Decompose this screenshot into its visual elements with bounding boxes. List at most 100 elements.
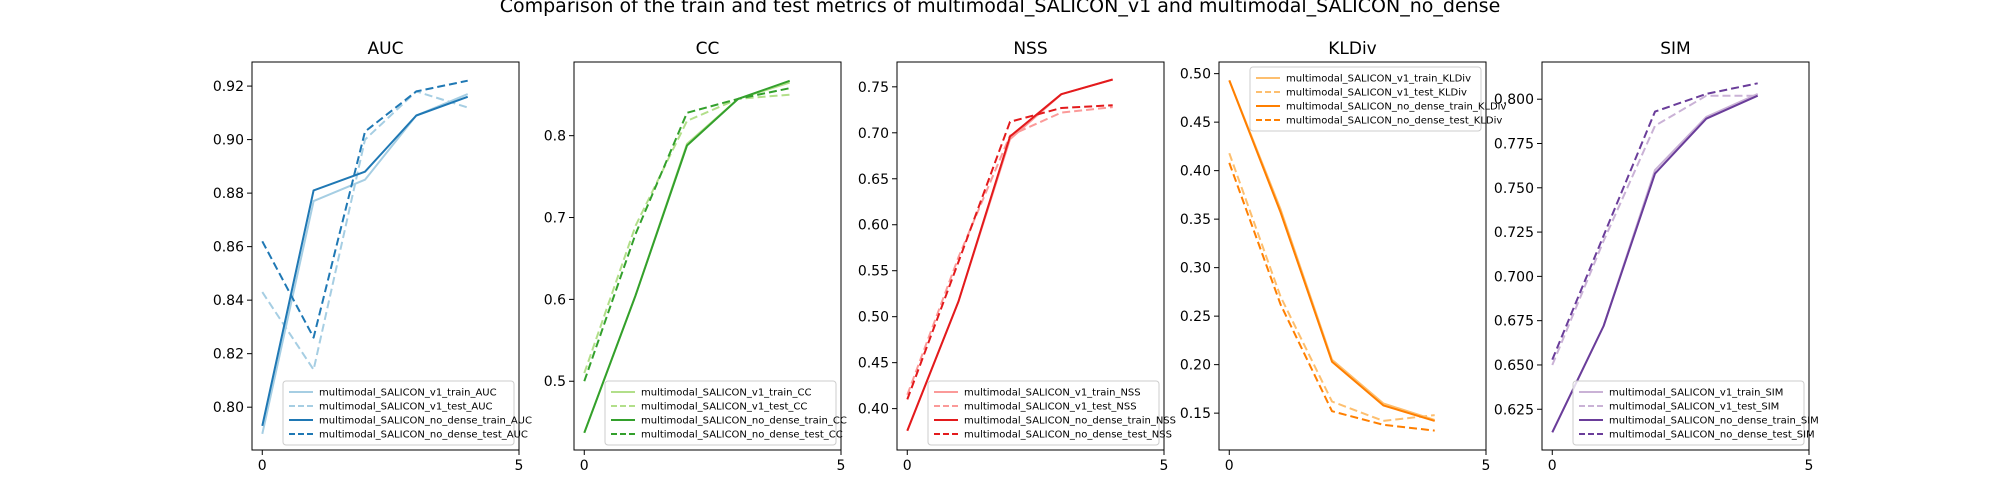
- subplot-sim: SIM 0.625 0.650 0.675 0.700 0.725 0.750 0.775 0.…: [1494, 39, 1819, 474]
- series-line: [583, 87, 790, 382]
- y-tick-label: 0.15: [1180, 406, 1211, 422]
- legend-label: multimodal_SALICON_no_dense_test_KLDiv: [1286, 116, 1502, 127]
- y-tick-label: 0.725: [1494, 225, 1534, 241]
- x-tick-label: 0: [258, 458, 267, 474]
- x-tick-label: 5: [1160, 458, 1169, 474]
- y-tick-label: 0.80: [213, 400, 244, 416]
- legend-label: multimodal_SALICON_no_dense_test_NSS: [964, 430, 1172, 441]
- series-line: [1551, 94, 1759, 433]
- y-tick-label: 0.60: [858, 218, 889, 234]
- subplot-title: SIM: [1660, 39, 1690, 59]
- series-line: [1228, 162, 1435, 432]
- y-tick-label: 0.82: [213, 347, 244, 363]
- legend-label: multimodal_SALICON_no_dense_test_AUC: [319, 430, 528, 441]
- y-tick-label: 0.75: [858, 80, 889, 96]
- legend-label: multimodal_SALICON_no_dense_train_AUC: [319, 416, 532, 427]
- legend-label: multimodal_SALICON_v1_train_CC: [641, 388, 811, 399]
- axes-frame: [251, 61, 520, 451]
- legend-label: multimodal_SALICON_no_dense_train_NSS: [964, 416, 1176, 427]
- x-tick-label: 5: [1482, 458, 1491, 474]
- series-line: [261, 90, 468, 371]
- y-tick-label: 0.90: [213, 133, 244, 149]
- subplot-title: KLDiv: [1328, 39, 1377, 59]
- y-tick-label: 0.30: [1180, 261, 1211, 277]
- legend-label: multimodal_SALICON_v1_test_AUC: [319, 402, 493, 413]
- x-tick-label: 0: [580, 458, 589, 474]
- legend: multimodal_SALICON_v1_train_CC multimodal…: [604, 380, 847, 446]
- subplot-title: CC: [696, 39, 720, 59]
- y-tick-label: 0.650: [1494, 358, 1534, 374]
- legend-label: multimodal_SALICON_no_dense_train_CC: [641, 416, 847, 427]
- legend-label: multimodal_SALICON_v1_train_SIM: [1609, 388, 1783, 399]
- series-line: [1551, 94, 1758, 366]
- x-tick-label: 5: [1805, 458, 1814, 474]
- series-line: [1228, 80, 1435, 422]
- y-tick-label: 0.750: [1494, 181, 1534, 197]
- subplot-kldiv: KLDiv 0.15 0.20 0.25 0.30 0.35 0.40 0.45 0.50 0 5 m…: [1180, 39, 1507, 474]
- y-tick-label: 0.700: [1494, 269, 1534, 285]
- series-line: [583, 79, 791, 434]
- x-tick-label: 5: [515, 458, 524, 474]
- y-tick-label: 0.86: [213, 240, 244, 256]
- legend-label: multimodal_SALICON_v1_test_CC: [641, 402, 807, 413]
- y-tick-label: 0.45: [858, 356, 889, 372]
- y-tick-label: 0.84: [213, 293, 244, 309]
- y-tick-label: 0.20: [1180, 358, 1211, 374]
- y-tick-label: 0.800: [1494, 92, 1534, 108]
- x-tick-label: 0: [903, 458, 912, 474]
- y-tick-label: 0.675: [1494, 314, 1534, 330]
- legend-label: multimodal_SALICON_v1_train_AUC: [319, 388, 497, 399]
- y-tick-label: 0.50: [1180, 67, 1211, 83]
- series-line: [1551, 82, 1758, 360]
- series-line: [1228, 152, 1435, 422]
- y-tick-label: 0.70: [858, 126, 889, 142]
- axes-frame: [1218, 61, 1487, 451]
- y-tick-label: 0.35: [1180, 212, 1211, 228]
- y-tick-label: 0.55: [858, 264, 889, 280]
- legend-box: [927, 380, 1160, 446]
- series-line: [261, 79, 468, 339]
- legend-box: [604, 380, 837, 446]
- y-tick-label: 0.25: [1180, 309, 1211, 325]
- subplot-auc: AUC 0.80 0.82 0.84 0.86 0.88 0.90 0.92 0 5 multimo…: [213, 39, 532, 474]
- legend-box: [1572, 380, 1805, 446]
- axes-frame: [1541, 61, 1810, 451]
- legend-label: multimodal_SALICON_no_dense_train_KLDiv: [1286, 102, 1506, 113]
- legend-label: multimodal_SALICON_no_dense_train_SIM: [1609, 416, 1819, 427]
- series-line: [906, 104, 1113, 400]
- subplot-nss: NSS 0.40 0.45 0.50 0.55 0.60 0.65 0.70 0.75 0 5 mul…: [858, 39, 1176, 474]
- series-line: [906, 78, 1113, 432]
- y-tick-label: 0.8: [544, 129, 566, 145]
- legend: multimodal_SALICON_v1_train_SIM multimoda…: [1572, 380, 1819, 446]
- x-tick-label: 5: [837, 458, 846, 474]
- legend-label: multimodal_SALICON_v1_test_SIM: [1609, 402, 1779, 413]
- series-line: [261, 95, 469, 427]
- legend: multimodal_SALICON_v1_train_NSS multimoda…: [927, 380, 1176, 446]
- legend-label: multimodal_SALICON_v1_train_NSS: [964, 388, 1141, 399]
- subplot-cc: CC 0.5 0.6 0.7 0.8 0 5 multimodal_SALICON_v1_tr…: [544, 39, 847, 474]
- legend-label: multimodal_SALICON_no_dense_test_CC: [641, 430, 843, 441]
- y-tick-label: 0.5: [544, 374, 566, 390]
- y-tick-label: 0.65: [858, 172, 889, 188]
- legend-label: multimodal_SALICON_v1_train_KLDiv: [1286, 74, 1471, 85]
- y-tick-label: 0.7: [544, 211, 566, 227]
- y-tick-label: 0.88: [213, 186, 244, 202]
- figure-suptitle: Comparison of the train and test metrics…: [500, 0, 1501, 17]
- axes-frame: [896, 61, 1165, 451]
- legend: multimodal_SALICON_v1_train_AUC multimoda…: [282, 380, 532, 446]
- legend-label: multimodal_SALICON_no_dense_test_SIM: [1609, 430, 1815, 441]
- x-tick-label: 0: [1225, 458, 1234, 474]
- y-tick-label: 0.625: [1494, 402, 1534, 418]
- legend-label: multimodal_SALICON_v1_test_KLDiv: [1286, 88, 1467, 99]
- y-tick-label: 0.6: [544, 292, 566, 308]
- legend-box: [282, 380, 515, 446]
- legend: multimodal_SALICON_v1_train_KLDivmultimo…: [1249, 66, 1506, 132]
- subplot-title: NSS: [1013, 39, 1047, 59]
- subplot-title: AUC: [368, 39, 404, 59]
- legend-label: multimodal_SALICON_v1_test_NSS: [964, 402, 1137, 413]
- x-tick-label: 0: [1548, 458, 1557, 474]
- y-tick-label: 0.775: [1494, 136, 1534, 152]
- legend-box: [1249, 66, 1482, 132]
